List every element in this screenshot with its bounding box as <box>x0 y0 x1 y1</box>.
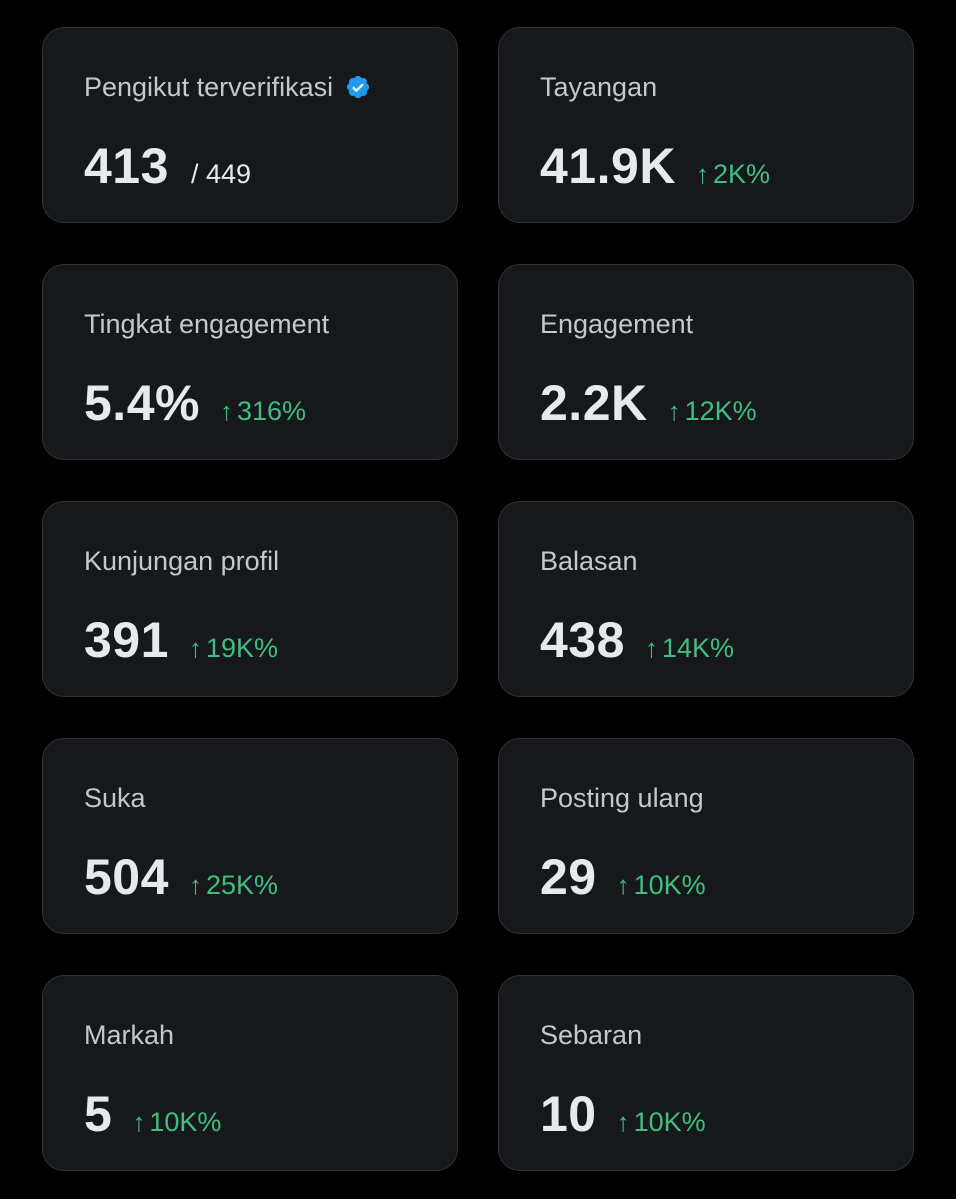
stat-delta: ↑ 14K% <box>645 633 734 664</box>
stat-delta-value: 19K% <box>205 633 278 663</box>
arrow-up-icon: ↑ <box>695 159 709 189</box>
stat-value: 5 <box>84 1086 113 1142</box>
stat-card-reposts[interactable]: Posting ulang 29 ↑ 10K% <box>498 738 914 934</box>
stat-label-row: Pengikut terverifikasi <box>84 70 371 104</box>
stat-value-row: 41.9K ↑ 2K% <box>540 138 770 194</box>
stat-delta-value: 12K% <box>684 396 757 426</box>
stat-label: Tayangan <box>540 72 658 102</box>
stat-value-row: 504 ↑ 25K% <box>84 849 278 905</box>
stat-label-row: Markah <box>84 1018 174 1052</box>
stat-label-row: Sebaran <box>540 1018 642 1052</box>
stat-value-row: 29 ↑ 10K% <box>540 849 706 905</box>
arrow-up-icon: ↑ <box>667 396 681 426</box>
stat-delta: ↑ 25K% <box>189 870 278 901</box>
stat-card-bookmarks[interactable]: Markah 5 ↑ 10K% <box>42 975 458 1171</box>
stat-value: 2.2K <box>540 375 648 431</box>
stat-delta-value: 10K% <box>633 870 706 900</box>
stat-label: Posting ulang <box>540 783 704 813</box>
stat-card-verified-followers[interactable]: Pengikut terverifikasi 413 / 449 <box>42 27 458 223</box>
arrow-up-icon: ↑ <box>219 396 233 426</box>
stat-label-row: Balasan <box>540 544 638 578</box>
stat-label-row: Kunjungan profil <box>84 544 279 578</box>
stat-delta: ↑ 10K% <box>617 870 706 901</box>
stat-value-row: 438 ↑ 14K% <box>540 612 734 668</box>
stat-value: 5.4% <box>84 375 200 431</box>
stat-value: 413 <box>84 138 169 194</box>
stat-card-impressions[interactable]: Tayangan 41.9K ↑ 2K% <box>498 27 914 223</box>
stat-label: Markah <box>84 1020 175 1050</box>
stat-delta-value: 10K% <box>149 1107 222 1137</box>
stat-delta: ↑ 12K% <box>668 396 757 427</box>
stat-value: 10 <box>540 1086 597 1142</box>
stat-value-row: 413 / 449 <box>84 138 251 194</box>
arrow-up-icon: ↑ <box>132 1107 146 1137</box>
stat-delta-value: 316% <box>236 396 307 426</box>
arrow-up-icon: ↑ <box>616 870 630 900</box>
stat-card-shares[interactable]: Sebaran 10 ↑ 10K% <box>498 975 914 1171</box>
stat-delta: ↑ 316% <box>220 396 306 427</box>
stat-value: 41.9K <box>540 138 676 194</box>
arrow-up-icon: ↑ <box>188 870 202 900</box>
arrow-up-icon: ↑ <box>616 1107 630 1137</box>
stat-delta-value: 25K% <box>205 870 278 900</box>
stat-label-row: Suka <box>84 781 146 815</box>
stat-card-profile-visits[interactable]: Kunjungan profil 391 ↑ 19K% <box>42 501 458 697</box>
stat-delta: ↑ 2K% <box>696 159 770 190</box>
verified-badge-icon <box>347 75 370 99</box>
stat-delta: ↑ 10K% <box>132 1107 221 1138</box>
stat-label: Kunjungan profil <box>84 546 280 576</box>
stat-label: Pengikut terverifikasi <box>84 72 334 102</box>
stat-delta-value: 2K% <box>712 159 770 189</box>
stat-label: Engagement <box>540 309 694 339</box>
stat-card-engagement-rate[interactable]: Tingkat engagement 5.4% ↑ 316% <box>42 264 458 460</box>
stat-value: 391 <box>84 612 169 668</box>
stat-total: / 449 <box>190 159 251 189</box>
arrow-up-icon: ↑ <box>188 633 202 663</box>
stat-card-engagements[interactable]: Engagement 2.2K ↑ 12K% <box>498 264 914 460</box>
stat-label: Suka <box>84 783 146 813</box>
stat-label-row: Posting ulang <box>540 781 704 815</box>
stat-value-row: 5 ↑ 10K% <box>84 1086 221 1142</box>
stat-label: Sebaran <box>540 1020 643 1050</box>
stat-delta: ↑ 10K% <box>617 1107 706 1138</box>
stat-delta: ↑ 19K% <box>189 633 278 664</box>
analytics-grid: Pengikut terverifikasi 413 / 449 Tayanga… <box>42 27 914 1171</box>
stat-delta-value: 10K% <box>633 1107 706 1137</box>
stat-label: Balasan <box>540 546 638 576</box>
stat-value-row: 2.2K ↑ 12K% <box>540 375 757 431</box>
arrow-up-icon: ↑ <box>644 633 658 663</box>
stat-value: 504 <box>84 849 169 905</box>
stat-label-row: Engagement <box>540 307 693 341</box>
stat-value-row: 391 ↑ 19K% <box>84 612 278 668</box>
stat-card-replies[interactable]: Balasan 438 ↑ 14K% <box>498 501 914 697</box>
stat-delta-value: 14K% <box>661 633 734 663</box>
stat-label-row: Tingkat engagement <box>84 307 329 341</box>
stat-label: Tingkat engagement <box>84 309 330 339</box>
stat-value: 29 <box>540 849 597 905</box>
stat-value-row: 10 ↑ 10K% <box>540 1086 706 1142</box>
stat-value-row: 5.4% ↑ 316% <box>84 375 306 431</box>
stat-label-row: Tayangan <box>540 70 657 104</box>
stat-card-likes[interactable]: Suka 504 ↑ 25K% <box>42 738 458 934</box>
stat-value: 438 <box>540 612 625 668</box>
